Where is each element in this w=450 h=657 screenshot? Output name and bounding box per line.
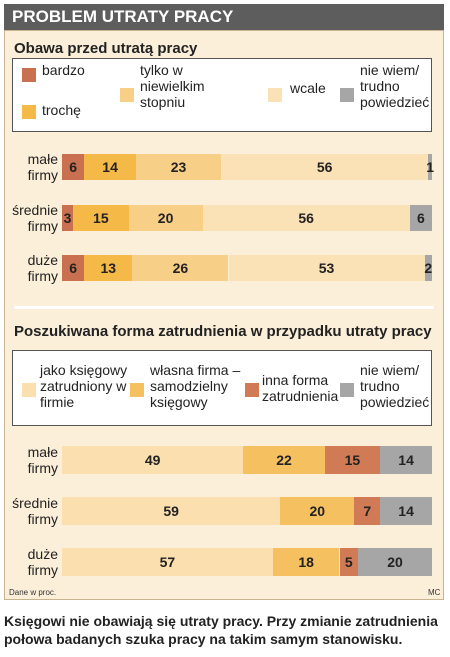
category-label: duże firmy xyxy=(27,546,58,578)
value-label: 14 xyxy=(398,452,414,468)
category-label: średnie firmy xyxy=(12,202,58,234)
bar-segment xyxy=(84,255,133,281)
value-label: 6 xyxy=(69,159,77,175)
bar-segment xyxy=(128,205,203,231)
bar-segment xyxy=(339,548,358,576)
value-label: 1 xyxy=(426,159,435,175)
category-label: małe firmy xyxy=(27,444,58,476)
bar-segment xyxy=(62,548,273,576)
bar-segment xyxy=(280,497,355,525)
note: Dane w proc. xyxy=(9,588,57,597)
value-label: 23 xyxy=(170,159,187,175)
bar-segment xyxy=(62,205,74,231)
legend xyxy=(12,350,432,426)
value-label: 15 xyxy=(93,210,109,226)
legend-label: wcale xyxy=(290,80,326,96)
legend-swatch xyxy=(22,383,36,397)
value-label: 57 xyxy=(159,554,176,570)
legend-swatch xyxy=(268,88,282,102)
bar-segment xyxy=(243,446,325,474)
category-label: średnie firmy xyxy=(12,495,58,527)
bar-segment xyxy=(73,205,129,231)
value-label: 18 xyxy=(298,554,314,570)
value-label: 20 xyxy=(157,210,174,226)
value-label: 15 xyxy=(344,452,361,468)
value-label: 59 xyxy=(163,503,179,519)
chart-title: Poszukiwana forma zatrudnienia w przypad… xyxy=(14,323,432,340)
value-label: 6 xyxy=(416,210,425,226)
legend-swatch xyxy=(22,68,36,82)
legend-label: tylko w niewielkim stopniu xyxy=(140,62,205,110)
value-label: 56 xyxy=(298,210,314,226)
header-title: PROBLEM UTRATY PRACY xyxy=(4,4,444,30)
bar-segment xyxy=(62,255,85,281)
bar-segment xyxy=(380,497,432,525)
category-label: duże firmy xyxy=(27,252,58,284)
chart-title: Obawa przed utratą pracy xyxy=(14,40,198,57)
bar-segment xyxy=(354,497,381,525)
legend-label: własna firma – samodzielny księgowy xyxy=(150,362,241,410)
legend xyxy=(12,58,432,132)
value-label: 6 xyxy=(69,260,77,276)
separator xyxy=(14,306,434,309)
legend-label: inna forma zatrudnienia xyxy=(262,372,339,404)
bar-segment xyxy=(221,154,429,180)
legend-swatch xyxy=(340,383,354,397)
legend-label: nie wiem/ trudno powiedzieć xyxy=(360,62,430,110)
value-label: 22 xyxy=(276,452,292,468)
bar-segment xyxy=(428,154,432,180)
category-label: małe firmy xyxy=(27,151,58,183)
legend-label: nie wiem/ trudno powiedzieć xyxy=(360,362,430,410)
value-label: 14 xyxy=(102,159,118,175)
legend-label: trochę xyxy=(42,102,81,118)
credit: MC xyxy=(428,588,441,597)
value-label: 7 xyxy=(363,503,372,519)
value-label: 14 xyxy=(398,503,414,519)
bar-segment xyxy=(62,497,281,525)
value-label: 20 xyxy=(309,503,326,519)
bar-segment xyxy=(228,255,425,281)
bar-segment xyxy=(202,205,410,231)
legend-label: jako księgowy zatrudniony w firmie xyxy=(40,362,128,410)
legend-swatch xyxy=(245,383,259,397)
value-label: 20 xyxy=(387,554,403,570)
bar-segment xyxy=(272,548,340,576)
legend-swatch xyxy=(130,383,144,397)
value-label: 56 xyxy=(316,159,333,175)
bar-segment xyxy=(324,446,381,474)
legend-swatch xyxy=(340,88,354,102)
bar-segment xyxy=(380,446,432,474)
bar-segment xyxy=(424,255,432,281)
value-label: 13 xyxy=(100,260,117,276)
bar-segment xyxy=(409,205,432,231)
bar-segment xyxy=(358,548,432,576)
bar-segment xyxy=(132,255,229,281)
value-label: 53 xyxy=(318,260,335,276)
value-label: 3 xyxy=(63,210,72,226)
bar-segment xyxy=(136,154,222,180)
value-label: 49 xyxy=(144,452,161,468)
bar-segment xyxy=(62,154,85,180)
bar-segment xyxy=(84,154,136,180)
legend-swatch xyxy=(22,105,36,119)
bar-segment xyxy=(62,446,244,474)
legend-swatch xyxy=(120,88,134,102)
value-label: 2 xyxy=(424,260,433,276)
legend-label: bardzo xyxy=(42,62,85,78)
value-label: 26 xyxy=(172,260,189,276)
value-label: 5 xyxy=(344,554,353,570)
caption: Księgowi nie obawiają się utraty pracy. … xyxy=(4,613,438,647)
